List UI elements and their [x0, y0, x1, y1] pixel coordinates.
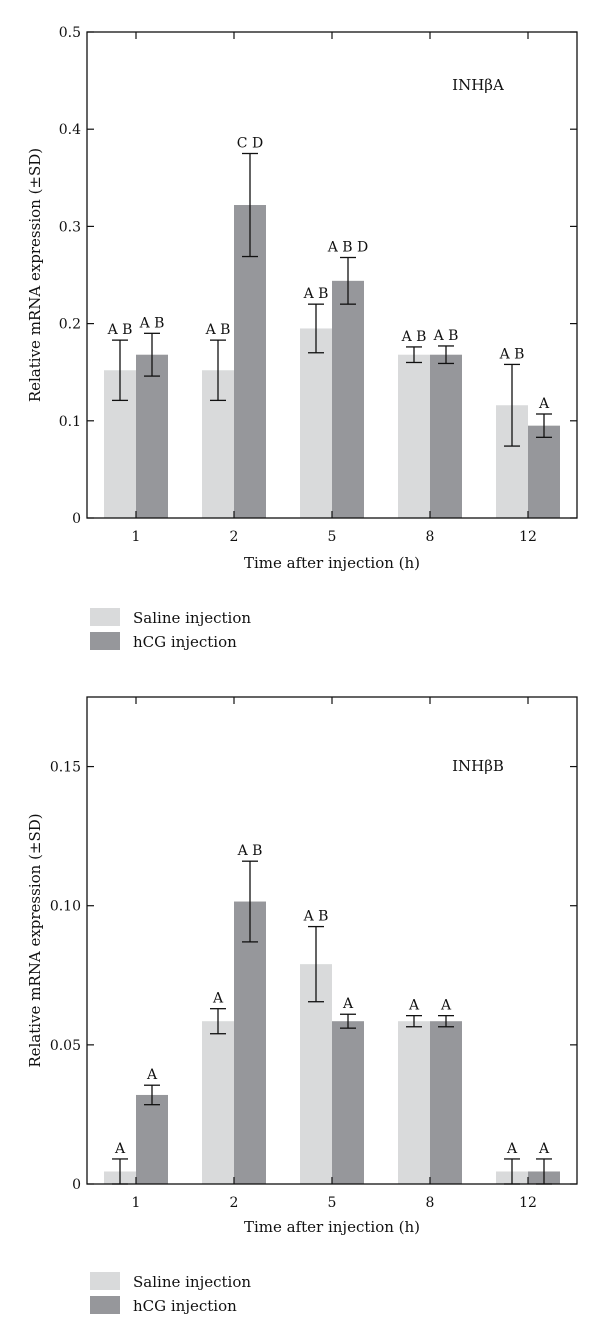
x-axis-label: Time after injection (h): [244, 1218, 420, 1236]
x-tick-label: 8: [426, 1195, 435, 1211]
y-tick-label: 0.10: [50, 899, 81, 915]
significance-label: A: [212, 991, 224, 1007]
y-tick-label: 0: [72, 511, 81, 527]
error-bar: [406, 346, 422, 364]
legend-swatch: [90, 632, 120, 650]
legend-label: hCG injection: [133, 633, 237, 651]
significance-label: A B: [499, 346, 525, 362]
error-bar: [438, 1014, 454, 1028]
legend: Saline injection hCG injection: [90, 608, 251, 651]
significance-label: A B: [107, 322, 133, 338]
bar-hcg: [332, 1021, 364, 1184]
legend-label: Saline injection: [133, 609, 251, 627]
error-bar: [242, 152, 258, 258]
y-axis-label: Relative mRNA expression (±SD): [26, 813, 44, 1067]
x-tick-label: 5: [328, 1195, 337, 1211]
significance-label: A B: [303, 286, 329, 302]
error-bar: [438, 345, 454, 365]
significance-label: A B: [237, 843, 263, 859]
error-bar: [242, 860, 258, 943]
bar-hcg: [234, 901, 266, 1184]
y-tick-label: 0.1: [59, 414, 81, 430]
y-tick-label: 0.15: [50, 760, 81, 776]
bar-hcg: [528, 425, 560, 518]
x-tick-label: 12: [519, 529, 537, 545]
error-bar: [308, 303, 324, 354]
error-bar: [144, 1084, 160, 1106]
significance-label: A B: [401, 329, 427, 345]
legend-label: Saline injection: [133, 1273, 251, 1291]
error-bar: [112, 339, 128, 402]
x-tick-label: 8: [426, 529, 435, 545]
significance-label: A: [538, 1141, 550, 1157]
bar-saline: [300, 328, 332, 518]
bar-hcg: [430, 1021, 462, 1184]
x-tick-label: 5: [328, 529, 337, 545]
error-bar: [210, 1008, 226, 1035]
significance-label: A: [342, 996, 354, 1012]
error-bar: [340, 1013, 356, 1029]
legend-swatch: [90, 1296, 120, 1314]
bar-hcg: [332, 280, 364, 518]
significance-label: A: [538, 396, 550, 412]
significance-label: C D: [237, 136, 263, 152]
legend: Saline injection hCG injection: [90, 1272, 251, 1315]
significance-label: A B D: [327, 240, 369, 256]
error-bar: [504, 363, 520, 447]
significance-label: A: [506, 1141, 518, 1157]
y-tick-label: 0.05: [50, 1038, 81, 1054]
significance-label: A: [114, 1141, 126, 1157]
x-tick-label: 2: [230, 529, 239, 545]
x-tick-label: 2: [230, 1195, 239, 1211]
bar-saline: [202, 1021, 234, 1184]
x-tick-label: 1: [132, 1195, 141, 1211]
x-axis-label: Time after injection (h): [244, 554, 420, 572]
bar-saline: [398, 1021, 430, 1184]
legend-label: hCG injection: [133, 1297, 237, 1315]
chart-title: INHβB: [452, 757, 504, 775]
bar-hcg: [136, 1094, 168, 1184]
error-bar: [340, 256, 356, 305]
legend-swatch: [90, 1272, 120, 1290]
y-tick-label: 0.4: [59, 122, 81, 138]
chart-panel-1: A B A B A B A B A B A B C D A B D A B A 0 0.1 0.2 0.3…: [26, 25, 578, 651]
significance-label: A B: [303, 909, 329, 925]
significance-label: A B: [139, 315, 165, 331]
significance-label: A: [440, 998, 452, 1014]
bar-saline: [398, 354, 430, 518]
error-bar: [536, 413, 552, 438]
significance-label: A B: [205, 322, 231, 338]
y-tick-label: 0.5: [59, 25, 81, 41]
legend-swatch: [90, 608, 120, 626]
significance-label: A: [408, 998, 420, 1014]
error-bar: [144, 332, 160, 377]
bar-hcg: [430, 354, 462, 518]
error-bar: [406, 1014, 422, 1028]
y-tick-label: 0.2: [59, 317, 81, 333]
error-bar: [210, 339, 226, 402]
chart-title: INHβA: [452, 76, 504, 94]
significance-label: A: [146, 1067, 158, 1083]
x-tick-label: 12: [519, 1195, 537, 1211]
error-bar: [308, 925, 324, 1003]
significance-label: A B: [433, 328, 459, 344]
y-axis-label: Relative mRNA expression (±SD): [26, 148, 44, 402]
y-tick-label: 0.3: [59, 219, 81, 235]
y-tick-label: 0: [72, 1177, 81, 1193]
bar-hcg: [136, 354, 168, 518]
x-tick-label: 1: [132, 529, 141, 545]
